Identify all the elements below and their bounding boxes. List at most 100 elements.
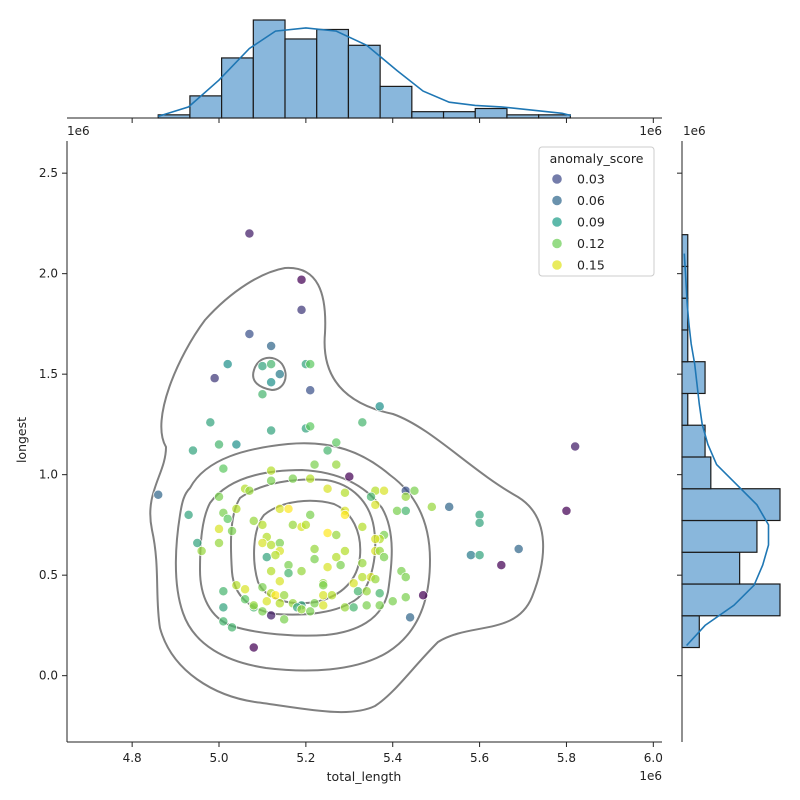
scatter-point (209, 373, 220, 384)
legend-marker (552, 174, 562, 184)
right-hist-bar (681, 551, 741, 585)
scatter-point (248, 515, 259, 526)
top-hist-bar (347, 44, 381, 119)
scatter-point (296, 304, 307, 315)
y-tick-label: 1.0 (39, 468, 58, 482)
scatter-point (270, 550, 281, 561)
scatter-point (266, 475, 277, 486)
scatter-point (374, 401, 385, 412)
right-hist-bar (681, 583, 781, 617)
scatter-point (218, 616, 229, 627)
scatter-point (300, 519, 311, 530)
scatter-point (370, 499, 381, 510)
scatter-point (257, 361, 268, 372)
scatter-point (366, 491, 376, 502)
scatter-point (214, 491, 224, 502)
scatter-point (257, 538, 268, 548)
scatter-point (357, 417, 368, 428)
scatter-point (244, 329, 255, 339)
scatter-point (283, 503, 294, 514)
scatter-point (274, 598, 285, 609)
y-tick-label: 0.0 (39, 669, 58, 683)
top-hist-x-offset-label: 1e6 (639, 124, 662, 138)
scatter-point (192, 538, 203, 548)
y-tick-label: 1.5 (39, 367, 58, 381)
scatter-point (231, 503, 242, 514)
scatter-point (257, 519, 268, 530)
scatter-point (331, 437, 342, 448)
top-kde-line (157, 27, 571, 118)
scatter-point (218, 586, 229, 597)
x-tick-label: 5.4 (383, 751, 402, 765)
right-hist-bar (681, 615, 700, 649)
kde-contours (149, 266, 545, 714)
scatter-point (266, 610, 277, 621)
x-tick-label: 4.8 (123, 751, 142, 765)
scatter-point (474, 550, 485, 561)
scatter-point (344, 471, 355, 482)
right-hist-bar (681, 488, 781, 522)
scatter-point (266, 359, 277, 370)
scatter-point (257, 389, 268, 400)
top-hist-bar (411, 111, 445, 119)
scatter-point (296, 274, 307, 285)
legend-label: 0.09 (577, 215, 605, 230)
scatter-point (361, 586, 372, 597)
scatter-point (279, 614, 290, 625)
scatter-point (370, 574, 381, 585)
scatter-point (326, 590, 337, 601)
scatter-point (357, 521, 368, 532)
scatter-point (240, 584, 251, 595)
legend-label: 0.15 (577, 258, 605, 273)
scatter-point (409, 485, 420, 496)
scatter-point (331, 459, 342, 470)
contour-level-6 (252, 356, 287, 392)
scatter-point (353, 586, 363, 597)
top-hist-bar (442, 111, 476, 119)
x-tick-label: 5.0 (209, 751, 228, 765)
scatter-point (361, 600, 372, 611)
scatter-point (244, 228, 255, 239)
contour-level-3 (198, 468, 393, 637)
scatter-point (400, 572, 411, 583)
scatter-point (214, 523, 224, 534)
scatter-point (305, 509, 316, 520)
scatter-point (274, 576, 285, 587)
scatter-point (357, 558, 368, 569)
scatter-point (214, 439, 224, 450)
scatter-point (322, 445, 333, 456)
scatter-point (231, 439, 242, 450)
top-hist-bar (221, 57, 254, 119)
right-hist-bar (681, 456, 712, 490)
y-offset-label: 1e6 (67, 124, 90, 138)
scatter-point (183, 509, 194, 520)
scatter-point (214, 538, 224, 548)
x-tick-label: 6.0 (644, 751, 663, 765)
scatter-point (305, 359, 316, 370)
scatter-point (318, 580, 329, 591)
scatter-point (570, 441, 581, 452)
y-axis-label: longest (14, 417, 29, 463)
scatter-point (296, 566, 307, 577)
scatter-point (322, 528, 333, 538)
legend-label: 0.12 (577, 236, 605, 251)
contour-level-1 (149, 266, 545, 714)
top-hist-bar (379, 85, 413, 119)
legend-marker (552, 195, 562, 206)
scatter-point (318, 590, 329, 601)
scatter-point (196, 546, 207, 556)
scatter-point (322, 483, 333, 494)
scatter-point (318, 600, 329, 611)
scatter-point (261, 552, 272, 563)
scatter-point (283, 568, 294, 579)
scatter-point (309, 544, 320, 554)
scatter-point (392, 505, 403, 516)
legend: anomaly_score 0.03 0.06 0.09 0.12 0.15 (538, 146, 655, 277)
contour-level-4 (229, 478, 377, 616)
right-marginal-histogram (677, 141, 781, 742)
scatter-point (374, 588, 385, 599)
scatter-point (266, 465, 277, 476)
right-kde-line (683, 253, 770, 647)
scatter-point (400, 592, 411, 603)
scatter-point (474, 517, 485, 528)
